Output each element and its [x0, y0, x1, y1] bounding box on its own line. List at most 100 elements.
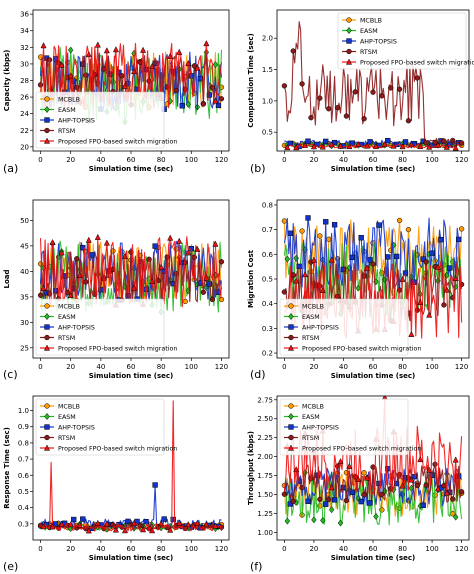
data-point-proposed: [158, 263, 165, 270]
data-point-proposed: [203, 274, 210, 281]
data-point-ahp-topsis: [420, 502, 426, 508]
data-point-rtsm: [370, 89, 376, 95]
data-point-proposed: [130, 68, 138, 75]
data-point-rtsm: [290, 498, 296, 504]
data-point-proposed: [130, 284, 138, 291]
data-point-proposed: [112, 46, 119, 53]
legend-marker: [44, 96, 50, 102]
x-tick-label: 120: [455, 545, 468, 553]
data-point-proposed: [167, 234, 174, 241]
data-point-ahp-topsis: [305, 498, 311, 504]
data-point-rtsm: [432, 139, 438, 146]
data-point-proposed: [167, 526, 174, 533]
x-tick-label: 40: [96, 156, 105, 164]
data-point-ahp-topsis: [305, 215, 311, 221]
data-point-rtsm: [352, 89, 358, 95]
legend-entry: AHP-TOPSIS: [58, 325, 95, 332]
data-point-rtsm: [281, 491, 288, 497]
y-tick-label: 0.8: [262, 201, 273, 209]
x-tick-label: 20: [309, 363, 318, 371]
data-point-proposed: [346, 462, 353, 469]
data-point-ahp-topsis: [420, 256, 426, 262]
data-point-proposed: [158, 520, 165, 527]
y-tick-label: 35: [20, 293, 29, 301]
y-axis-label: Throughput (kbps): [247, 431, 255, 505]
x-tick-label: 60: [369, 545, 378, 553]
data-point-rtsm: [423, 259, 429, 265]
data-point-ahp-topsis: [367, 257, 373, 263]
legend: MCBLB EASM AHP-TOPSIS RTSM Proposed FPO-base…: [279, 298, 421, 356]
data-point-proposed: [176, 48, 183, 55]
data-point-rtsm: [441, 483, 447, 489]
data-point-proposed: [443, 143, 450, 150]
data-point-mcblb: [299, 228, 305, 234]
y-tick-label: 0.4: [262, 300, 274, 308]
y-tick-label: 2.00: [257, 453, 273, 461]
legend-entry: MCBLB: [302, 404, 324, 411]
legend-box: [337, 12, 467, 70]
data-point-proposed: [417, 455, 424, 463]
data-point-rtsm: [423, 140, 429, 146]
series-group: [281, 21, 465, 151]
legend: MCBLB EASM AHP-TOPSIS RTSM Proposed FPO-base…: [35, 298, 177, 356]
legend: MCBLB EASM AHP-TOPSIS RTSM Proposed FPO-base…: [279, 398, 421, 456]
data-point-ahp-topsis: [323, 219, 329, 225]
data-point-proposed: [103, 520, 110, 527]
data-point-proposed: [328, 484, 335, 491]
data-point-proposed: [67, 291, 74, 299]
y-tick-label: 1.50: [257, 491, 273, 499]
panel-label: (e): [3, 560, 18, 573]
y-tick-label: 50: [20, 217, 29, 225]
data-point-rtsm: [334, 293, 341, 299]
x-tick-label: 80: [157, 156, 166, 164]
y-tick-label: 36: [20, 11, 29, 19]
x-tick-label: 60: [127, 363, 136, 371]
data-point-proposed: [399, 275, 406, 282]
legend-marker: [43, 137, 51, 144]
data-point-proposed: [212, 522, 219, 529]
legend-entry: MCBLB: [302, 304, 324, 311]
data-point-proposed: [103, 47, 110, 54]
data-point-proposed: [112, 526, 119, 533]
data-point-ahp-topsis: [71, 516, 77, 523]
data-point-proposed: [212, 240, 219, 247]
x-axis-label: Simulation time (sec): [331, 372, 416, 380]
legend-entry: Proposed FPO-based switch migration: [58, 446, 177, 453]
data-point-ahp-topsis: [206, 92, 213, 98]
data-point-proposed: [140, 526, 147, 533]
legend-marker: [346, 38, 352, 44]
y-tick-label: 1.0: [18, 407, 29, 415]
data-point-proposed: [355, 475, 362, 482]
data-point-mcblb: [432, 492, 438, 498]
data-point-mcblb: [281, 218, 288, 224]
x-tick-label: 120: [215, 363, 228, 371]
y-tick-label: 0.5: [262, 276, 273, 284]
legend-box: [35, 298, 165, 356]
data-point-rtsm: [361, 116, 367, 122]
y-tick-label: 2.50: [257, 415, 273, 423]
data-point-proposed: [426, 311, 433, 318]
legend-marker: [44, 117, 50, 123]
data-point-mcblb: [182, 298, 188, 305]
data-point-proposed: [40, 42, 47, 49]
data-point-proposed: [381, 140, 388, 147]
data-point-proposed: [76, 271, 83, 278]
x-axis-label: Simulation time (sec): [89, 372, 174, 380]
data-point-rtsm: [164, 254, 170, 260]
legend-marker: [345, 58, 353, 65]
data-point-easm: [212, 61, 219, 69]
legend-entry: AHP-TOPSIS: [58, 425, 95, 432]
data-point-rtsm: [343, 113, 350, 119]
legend-entry: EASM: [58, 414, 76, 421]
x-tick-label: 100: [185, 363, 198, 371]
data-point-mcblb: [37, 261, 44, 267]
y-tick-label: 0.5: [18, 488, 29, 496]
data-point-proposed: [443, 489, 450, 496]
data-point-ahp-topsis: [287, 501, 293, 507]
data-point-ahp-topsis: [376, 222, 382, 228]
legend-entry: RTSM: [58, 128, 75, 135]
data-point-proposed: [194, 64, 201, 71]
data-point-proposed: [408, 141, 415, 148]
legend-marker: [346, 26, 352, 35]
legend-entry: EASM: [360, 28, 378, 35]
